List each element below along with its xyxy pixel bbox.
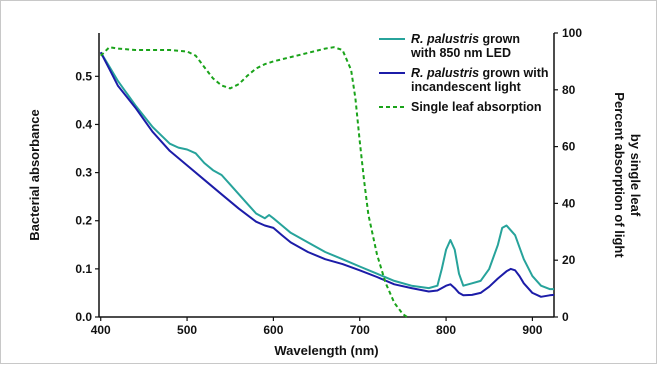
legend-label-0: with 850 nm LED — [410, 46, 511, 60]
y-right-tick-label: 0 — [562, 310, 569, 324]
legend-italic-species: R. palustris — [411, 66, 479, 80]
y-right-axis-title-line: by single leaf — [628, 134, 643, 217]
x-tick-label: 700 — [350, 323, 370, 337]
legend-italic-species: R. palustris — [411, 32, 479, 46]
y-left-tick-label: 0.1 — [75, 262, 92, 276]
y-left-tick-label: 0.5 — [75, 69, 92, 83]
y-left-tick-label: 0.3 — [75, 166, 92, 180]
legend-text-span: grown — [479, 32, 520, 46]
y-left-tick-label: 0.0 — [75, 310, 92, 324]
x-axis-title: Wavelength (nm) — [274, 343, 378, 358]
x-tick-label: 600 — [263, 323, 283, 337]
y-right-tick-label: 60 — [562, 140, 576, 154]
y-right-tick-label: 100 — [562, 26, 582, 40]
series-line-0 — [99, 51, 554, 291]
y-left-tick-label: 0.4 — [75, 117, 92, 131]
legend-text-span: grown with — [479, 66, 548, 80]
x-tick-label: 400 — [91, 323, 111, 337]
x-tick-label: 900 — [522, 323, 542, 337]
legend-label-1: R. palustris grown with — [411, 66, 549, 80]
series-line-1 — [99, 51, 555, 298]
legend-text-span: incandescent light — [411, 80, 522, 94]
series-line-2 — [100, 46, 408, 318]
y-right-tick-label: 20 — [562, 253, 576, 267]
legend-text-span: with 850 nm LED — [410, 46, 511, 60]
x-tick-label: 500 — [177, 323, 197, 337]
x-tick-label: 800 — [436, 323, 456, 337]
y-left-tick-label: 0.2 — [75, 214, 92, 228]
y-right-tick-label: 80 — [562, 83, 576, 97]
legend-label-2: Single leaf absorption — [411, 100, 542, 114]
legend-text-span: Single leaf absorption — [411, 100, 542, 114]
legend-label-0: R. palustris grown — [411, 32, 520, 46]
y-left-axis-title: Bacterial absorbance — [27, 109, 42, 241]
legend-label-1: incandescent light — [411, 80, 522, 94]
y-right-axis-title-line: Percent absorption of light — [612, 92, 627, 258]
y-right-tick-label: 40 — [562, 196, 576, 210]
